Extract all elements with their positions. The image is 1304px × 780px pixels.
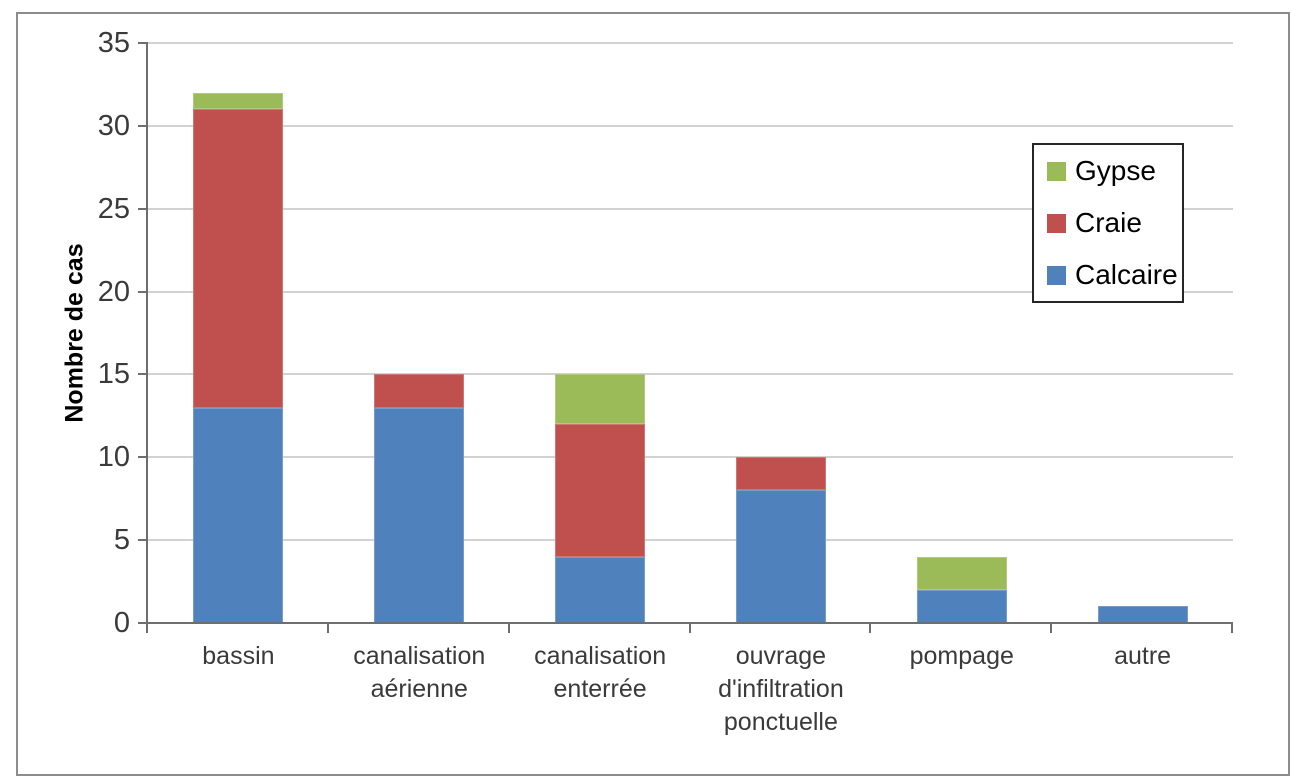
x-axis-label-line: ouvrage <box>735 642 827 670</box>
x-axis-label-line: d'infiltration <box>718 675 844 703</box>
y-tick-mark-25 <box>138 207 148 210</box>
x-axis-label-line: pompage <box>909 642 1014 670</box>
y-tick-mark-5 <box>138 539 148 542</box>
x-axis-label-line: ponctuelle <box>723 708 838 736</box>
bar-segment-calcaire-cat3 <box>555 556 646 623</box>
x-axis-label-line: aérienne <box>370 675 468 703</box>
x-axis-label: autre <box>1028 640 1258 673</box>
x-axis-label: canalisation aérienne <box>304 640 534 706</box>
x-axis-label-line: canalisation <box>353 642 486 670</box>
y-tick-label-30: 30 <box>97 109 130 142</box>
legend-label-calcaire: Calcaire <box>1075 259 1178 290</box>
legend-swatch-calcaire-icon <box>1047 265 1066 285</box>
x-axis-label-line: enterrée <box>553 675 647 703</box>
x-axis-label-line: autre <box>1114 642 1172 670</box>
legend-item-craie: Craie <box>1034 197 1182 249</box>
x-tick-mark-4 <box>869 623 872 633</box>
bar-segment-gypse-cat3 <box>555 374 646 425</box>
bar-segment-craie-cat2 <box>374 374 465 408</box>
bar-segment-calcaire-cat4 <box>735 490 826 623</box>
legend-label-craie: Craie <box>1075 207 1142 238</box>
y-axis-title: Nombre de cas <box>60 243 89 423</box>
gridline-y-10 <box>148 456 1233 459</box>
y-axis-line <box>146 43 148 625</box>
bar-segment-calcaire-cat6 <box>1097 606 1188 623</box>
bar-segment-calcaire-cat5 <box>916 589 1007 623</box>
y-tick-mark-15 <box>138 373 148 376</box>
x-tick-mark-2 <box>507 623 510 633</box>
gridline-y-30 <box>148 124 1233 127</box>
y-tick-label-10: 10 <box>97 441 130 474</box>
y-tick-mark-10 <box>138 456 148 459</box>
y-tick-mark-0 <box>138 622 148 624</box>
bar-segment-gypse-cat5 <box>916 556 1007 590</box>
x-tick-mark-1 <box>326 623 329 633</box>
bar-segment-calcaire-cat2 <box>374 407 465 623</box>
bar-segment-craie-cat1 <box>193 109 284 408</box>
y-tick-label-15: 15 <box>97 358 130 391</box>
gridline-y-15 <box>148 373 1233 376</box>
bar-segment-calcaire-cat1 <box>193 407 284 623</box>
y-tick-mark-20 <box>138 290 148 293</box>
legend-swatch-craie-icon <box>1047 213 1066 233</box>
x-axis-label: ouvrage d'infiltration ponctuelle <box>666 640 896 739</box>
x-tick-mark-0 <box>146 623 148 633</box>
gridline-y-5 <box>148 539 1233 542</box>
x-tick-mark-6 <box>1231 623 1233 633</box>
bar-segment-gypse-cat1 <box>193 92 284 110</box>
y-tick-label-35: 35 <box>97 27 130 59</box>
x-axis-label: bassin <box>123 640 353 673</box>
y-tick-mark-30 <box>138 124 148 127</box>
x-axis-label-line: bassin <box>202 642 275 670</box>
x-tick-mark-3 <box>688 623 691 633</box>
bar-segment-craie-cat4 <box>735 457 826 491</box>
x-axis-label: pompage <box>847 640 1077 673</box>
legend-label-gypse: Gypse <box>1075 155 1156 186</box>
y-tick-label-5: 5 <box>113 524 130 557</box>
y-tick-label-25: 25 <box>97 192 130 225</box>
x-axis-label-line: canalisation <box>534 642 667 670</box>
y-tick-mark-35 <box>138 42 148 44</box>
legend-item-calcaire: Calcaire <box>1034 249 1182 301</box>
legend-swatch-gypse-icon <box>1047 161 1066 181</box>
x-tick-mark-5 <box>1050 623 1053 633</box>
x-axis-label: canalisation enterrée <box>485 640 715 706</box>
gridline-y-20 <box>148 290 1233 293</box>
gridline-y-35 <box>148 42 1233 44</box>
legend: Gypse Craie Calcaire <box>1032 143 1184 303</box>
bar-segment-craie-cat3 <box>555 424 646 557</box>
legend-item-gypse: Gypse <box>1034 145 1182 197</box>
y-tick-label-20: 20 <box>97 275 130 308</box>
y-tick-label-0: 0 <box>113 607 130 639</box>
gridline-y-25 <box>148 207 1233 210</box>
